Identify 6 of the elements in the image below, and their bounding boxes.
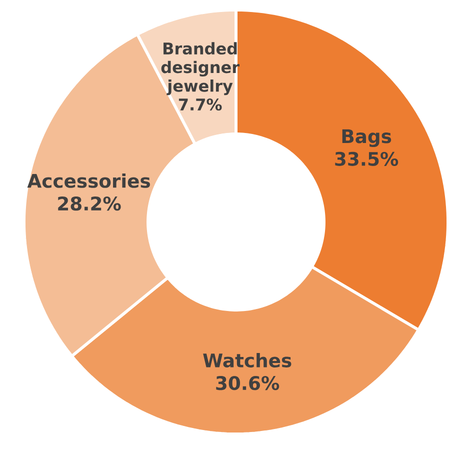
slice-label: Bags (342, 129, 392, 148)
data-label: 30.6% (216, 376, 280, 390)
data-label: 33.5% (335, 152, 398, 166)
data-label: 28.2% (58, 196, 121, 211)
data-label: 7.7% (178, 98, 222, 111)
slice-label: Watches (203, 353, 292, 368)
